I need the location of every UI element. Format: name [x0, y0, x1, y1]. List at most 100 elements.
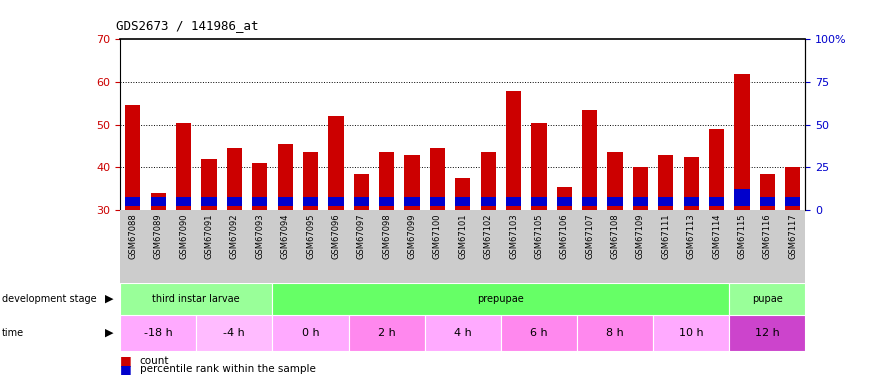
Bar — [278, 197, 293, 206]
Bar — [404, 197, 420, 206]
Text: GSM67116: GSM67116 — [763, 214, 772, 259]
Text: GSM67106: GSM67106 — [560, 214, 569, 259]
Bar — [531, 197, 546, 206]
Bar — [633, 197, 648, 206]
Text: GSM67109: GSM67109 — [636, 214, 645, 259]
Bar — [684, 197, 699, 206]
Bar — [582, 197, 597, 206]
Bar — [252, 197, 267, 206]
Bar — [272, 315, 349, 351]
Bar — [734, 74, 749, 210]
Text: GSM67096: GSM67096 — [331, 214, 340, 259]
Bar — [501, 315, 577, 351]
Text: GSM67114: GSM67114 — [712, 214, 721, 259]
Text: GSM67101: GSM67101 — [458, 214, 467, 259]
Bar — [404, 154, 420, 210]
Bar — [120, 283, 272, 315]
Bar — [430, 197, 445, 206]
Text: prepupae: prepupae — [478, 294, 524, 304]
Bar — [197, 315, 272, 351]
Text: GSM67113: GSM67113 — [687, 214, 696, 259]
Bar — [349, 315, 425, 351]
Text: 4 h: 4 h — [454, 328, 472, 338]
Bar — [709, 197, 724, 206]
Text: GSM67107: GSM67107 — [586, 214, 595, 259]
Text: 10 h: 10 h — [679, 328, 704, 338]
Bar — [760, 174, 775, 210]
Bar — [481, 197, 496, 206]
Bar — [608, 197, 623, 206]
Bar — [430, 148, 445, 210]
Bar — [425, 315, 501, 351]
Bar — [379, 152, 394, 210]
Text: GSM67088: GSM67088 — [128, 214, 137, 260]
Bar — [531, 123, 546, 210]
Text: ■: ■ — [120, 363, 132, 375]
Text: pupae: pupae — [752, 294, 782, 304]
Text: 6 h: 6 h — [530, 328, 547, 338]
Bar — [278, 144, 293, 210]
Text: GSM67111: GSM67111 — [661, 214, 670, 259]
Bar — [150, 197, 166, 206]
Bar — [328, 116, 344, 210]
Bar — [506, 197, 522, 206]
Bar — [328, 197, 344, 206]
Text: GSM67117: GSM67117 — [789, 214, 797, 259]
Text: GSM67108: GSM67108 — [611, 214, 619, 259]
Bar — [659, 197, 674, 206]
Text: ■: ■ — [120, 354, 132, 367]
Bar — [709, 129, 724, 210]
Text: GSM67099: GSM67099 — [408, 214, 417, 259]
Bar — [125, 197, 141, 206]
Text: GSM67115: GSM67115 — [738, 214, 747, 259]
Text: GSM67095: GSM67095 — [306, 214, 315, 259]
Text: GSM67103: GSM67103 — [509, 214, 518, 259]
Text: 0 h: 0 h — [302, 328, 320, 338]
Text: GDS2673 / 141986_at: GDS2673 / 141986_at — [116, 19, 258, 32]
Text: 12 h: 12 h — [755, 328, 780, 338]
Bar — [729, 315, 805, 351]
Bar — [729, 283, 805, 315]
Bar — [252, 163, 267, 210]
Text: development stage: development stage — [2, 294, 96, 304]
Bar — [785, 167, 800, 210]
Text: GSM67105: GSM67105 — [534, 214, 544, 259]
Text: count: count — [140, 356, 169, 366]
Bar — [455, 197, 471, 206]
Bar — [176, 123, 191, 210]
Bar — [176, 197, 191, 206]
Text: GSM67102: GSM67102 — [483, 214, 493, 259]
Bar — [684, 157, 699, 210]
Bar — [577, 315, 653, 351]
Bar — [734, 189, 749, 206]
Text: GSM67092: GSM67092 — [230, 214, 239, 259]
Text: third instar larvae: third instar larvae — [152, 294, 240, 304]
Bar — [557, 197, 572, 206]
Bar — [353, 197, 368, 206]
Bar — [201, 197, 216, 206]
Text: GSM67098: GSM67098 — [382, 214, 392, 259]
Bar — [150, 193, 166, 210]
Text: 8 h: 8 h — [606, 328, 624, 338]
Bar — [303, 152, 318, 210]
Text: 2 h: 2 h — [377, 328, 395, 338]
Text: ▶: ▶ — [105, 294, 114, 304]
Bar — [760, 197, 775, 206]
Bar — [481, 152, 496, 210]
Text: GSM67094: GSM67094 — [280, 214, 289, 259]
Bar — [785, 197, 800, 206]
Bar — [120, 315, 197, 351]
Bar — [557, 186, 572, 210]
Bar — [582, 110, 597, 210]
Bar — [125, 105, 141, 210]
Bar — [201, 159, 216, 210]
Bar — [379, 197, 394, 206]
Text: GSM67089: GSM67089 — [154, 214, 163, 259]
Text: GSM67100: GSM67100 — [433, 214, 442, 259]
Bar — [653, 315, 729, 351]
Bar — [227, 148, 242, 210]
Bar — [353, 174, 368, 210]
Text: -18 h: -18 h — [144, 328, 173, 338]
Bar — [659, 154, 674, 210]
Bar — [608, 152, 623, 210]
